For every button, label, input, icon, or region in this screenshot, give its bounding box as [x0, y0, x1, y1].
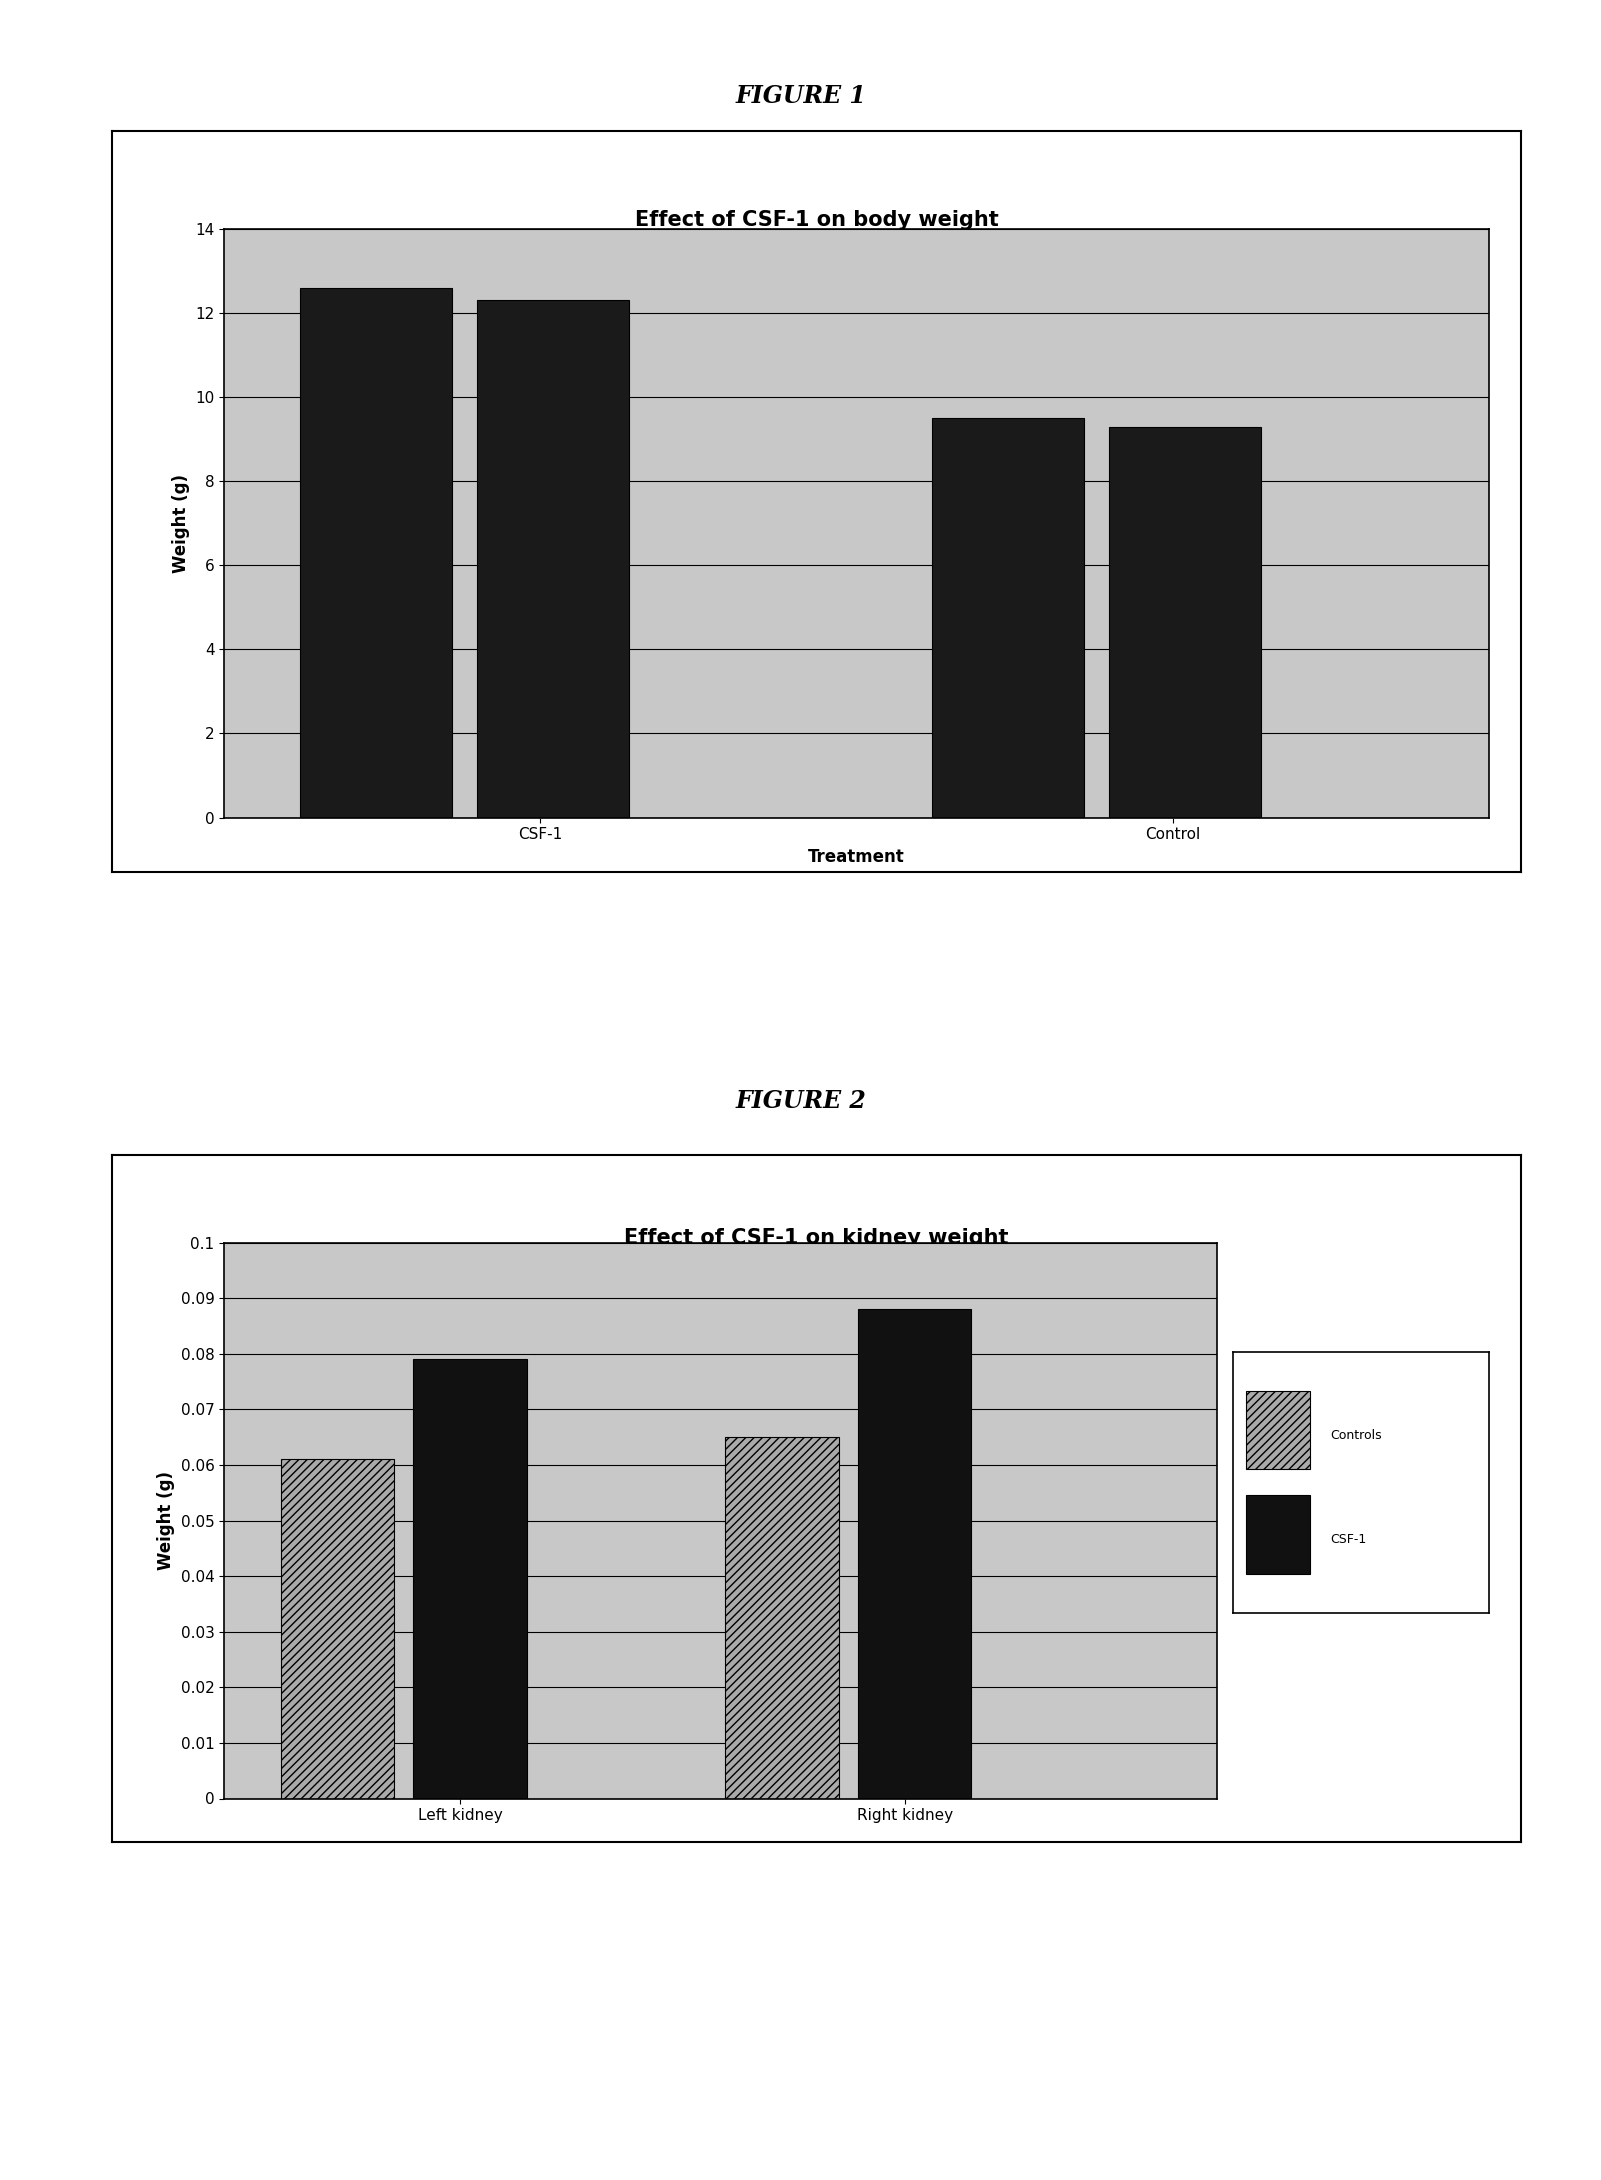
Y-axis label: Weight (g): Weight (g) — [157, 1472, 175, 1570]
Text: Effect of CSF-1 on body weight: Effect of CSF-1 on body weight — [634, 209, 999, 229]
Text: Effect of CSF-1 on kidney weight: Effect of CSF-1 on kidney weight — [624, 1227, 1009, 1247]
Text: FIGURE 1: FIGURE 1 — [735, 83, 866, 109]
FancyBboxPatch shape — [1246, 1495, 1310, 1574]
Bar — [932, 419, 1084, 818]
FancyBboxPatch shape — [1246, 1391, 1310, 1469]
Bar — [299, 288, 451, 818]
Bar — [858, 1310, 970, 1798]
Bar — [477, 301, 629, 818]
Text: CSF-1: CSF-1 — [1330, 1533, 1366, 1546]
Bar — [280, 1458, 394, 1798]
X-axis label: Treatment: Treatment — [809, 848, 905, 865]
Y-axis label: Weight (g): Weight (g) — [171, 473, 189, 573]
Text: Controls: Controls — [1330, 1428, 1382, 1441]
Text: FIGURE 2: FIGURE 2 — [735, 1088, 866, 1114]
Bar — [1109, 427, 1262, 818]
Bar — [725, 1437, 839, 1798]
Bar — [413, 1360, 527, 1798]
